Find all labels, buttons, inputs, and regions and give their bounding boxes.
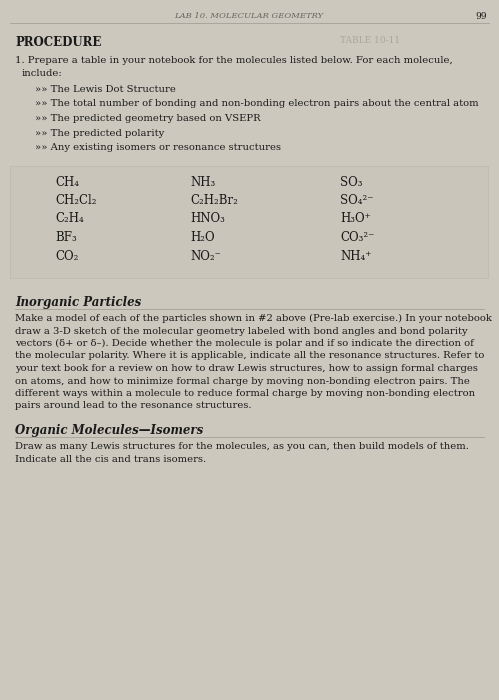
Text: »» Any existing isomers or resonance structures: »» Any existing isomers or resonance str… (35, 143, 281, 152)
Text: the molecular polarity. Where it is applicable, indicate all the resonance struc: the molecular polarity. Where it is appl… (15, 351, 485, 360)
Text: BF₃: BF₃ (55, 231, 77, 244)
Text: Make a model of each of the particles shown in #2 above (Pre-lab exercise.) In y: Make a model of each of the particles sh… (15, 314, 492, 323)
Text: NH₃: NH₃ (190, 176, 215, 188)
Text: CH₄: CH₄ (55, 176, 79, 188)
FancyBboxPatch shape (10, 165, 488, 278)
Text: pairs around lead to the resonance structures.: pairs around lead to the resonance struc… (15, 402, 251, 410)
Text: C₂H₄: C₂H₄ (55, 213, 84, 225)
Text: HNO₃: HNO₃ (190, 213, 225, 225)
Text: »» The Lewis Dot Structure: »» The Lewis Dot Structure (35, 85, 176, 94)
Text: 1. Prepare a table in your notebook for the molecules listed below. For each mol: 1. Prepare a table in your notebook for … (15, 56, 453, 65)
Text: H₂O: H₂O (190, 231, 215, 244)
Text: PROCEDURE: PROCEDURE (15, 36, 101, 49)
Text: CH₂Cl₂: CH₂Cl₂ (55, 194, 96, 207)
Text: »» The predicted polarity: »» The predicted polarity (35, 129, 164, 137)
Text: Indicate all the cis and trans isomers.: Indicate all the cis and trans isomers. (15, 454, 206, 463)
Text: different ways within a molecule to reduce formal charge by moving non-bonding e: different ways within a molecule to redu… (15, 389, 475, 398)
Text: C₂H₂Br₂: C₂H₂Br₂ (190, 194, 238, 207)
Text: SO₄²⁻: SO₄²⁻ (340, 194, 373, 207)
Text: CO₃²⁻: CO₃²⁻ (340, 231, 374, 244)
Text: TABLE 10-11: TABLE 10-11 (340, 36, 400, 45)
Text: NO₂⁻: NO₂⁻ (190, 249, 221, 262)
Text: Inorganic Particles: Inorganic Particles (15, 296, 141, 309)
Text: H₃O⁺: H₃O⁺ (340, 213, 371, 225)
Text: »» The total number of bonding and non-bonding electron pairs about the central : »» The total number of bonding and non-b… (35, 99, 479, 108)
Text: NH₄⁺: NH₄⁺ (340, 249, 371, 262)
Text: vectors (δ+ or δ–). Decide whether the molecule is polar and if so indicate the : vectors (δ+ or δ–). Decide whether the m… (15, 339, 474, 348)
Text: Organic Molecules—Isomers: Organic Molecules—Isomers (15, 424, 203, 437)
Text: Draw as many Lewis structures for the molecules, as you can, then build models o: Draw as many Lewis structures for the mo… (15, 442, 469, 451)
Text: SO₃: SO₃ (340, 176, 362, 188)
Text: your text book for a review on how to draw Lewis structures, how to assign forma: your text book for a review on how to dr… (15, 364, 478, 373)
Text: include:: include: (22, 69, 63, 78)
Text: CO₂: CO₂ (55, 249, 78, 262)
Text: LAB 10. MOLECULAR GEOMETRY: LAB 10. MOLECULAR GEOMETRY (175, 12, 323, 20)
Text: 99: 99 (476, 12, 487, 21)
Text: draw a 3-D sketch of the molecular geometry labeled with bond angles and bond po: draw a 3-D sketch of the molecular geome… (15, 326, 468, 335)
Text: on atoms, and how to minimize formal charge by moving non-bonding electron pairs: on atoms, and how to minimize formal cha… (15, 377, 470, 386)
Text: »» The predicted geometry based on VSEPR: »» The predicted geometry based on VSEPR (35, 114, 260, 123)
